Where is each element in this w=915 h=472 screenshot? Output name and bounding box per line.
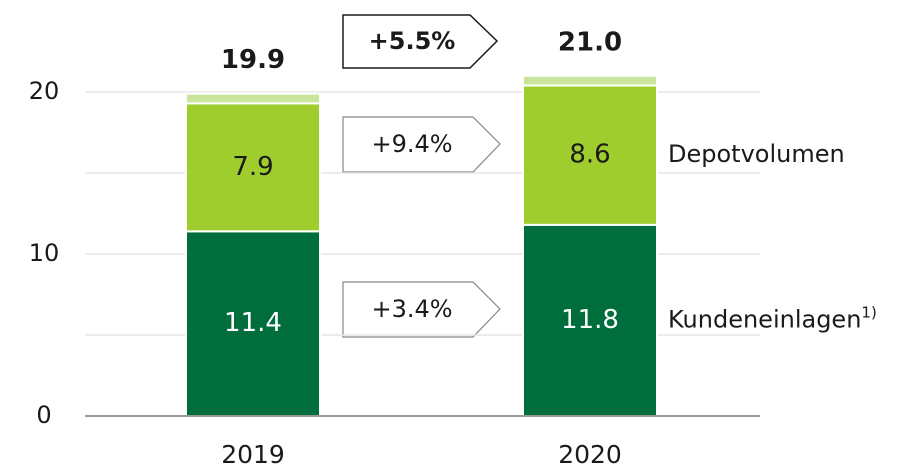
y-tick-label: 10 (29, 239, 60, 267)
total-growth: +5.5% (369, 27, 456, 55)
bar-segment (522, 74, 658, 87)
total-label: 21.0 (558, 27, 622, 57)
y-tick-label: 20 (29, 77, 60, 105)
segment-label: 11.8 (561, 305, 619, 335)
y-tick-label: 0 (36, 401, 51, 429)
growth-box (342, 116, 501, 173)
x-tick-label: 2019 (221, 440, 285, 469)
bar-segment (185, 92, 321, 105)
total-label: 19.9 (221, 45, 285, 75)
segment-label: 8.6 (569, 140, 610, 170)
legend-label: Depotvolumen (668, 140, 845, 168)
bar-segment (185, 230, 321, 417)
segment-label: 7.9 (232, 152, 273, 182)
segment-label: 11.4 (224, 308, 282, 338)
legend-name: Kundeneinlagen (668, 305, 861, 333)
x-tick-label: 2020 (558, 440, 622, 469)
growth-box (342, 281, 501, 338)
legend-label: Kundeneinlagen1) (668, 303, 877, 334)
deposit-growth: +3.4% (371, 295, 452, 323)
growth-box (342, 14, 499, 69)
footnote-marker: 1) (861, 303, 876, 321)
depot-growth: +9.4% (371, 130, 452, 158)
legend-name: Depotvolumen (668, 140, 845, 168)
